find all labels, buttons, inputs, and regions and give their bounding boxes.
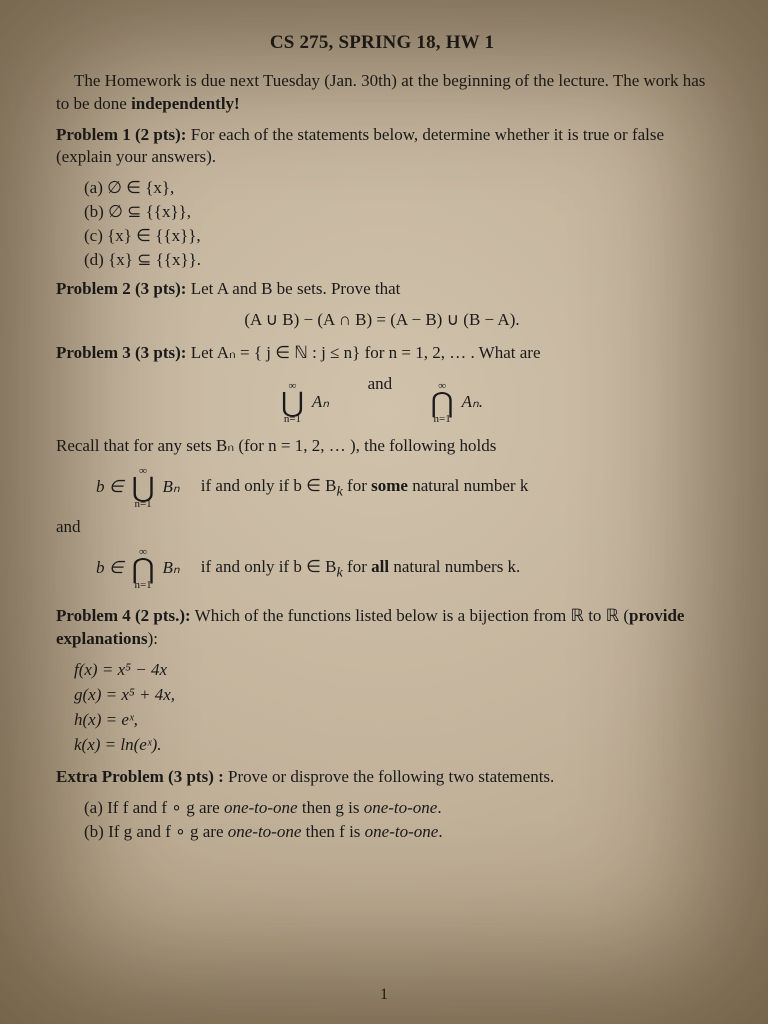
extra-a-end: . [437,798,441,817]
b-in-1: b ∈ [96,476,124,499]
b-in-2: b ∈ [96,557,124,580]
big-union-icon-2: ∞ ⋃ n=1 [132,466,155,510]
extra-a-mid: then g is [298,798,364,817]
problem-1-heading: Problem 1 (2 pts): [56,125,186,144]
op-lower: n=1 [281,414,304,425]
extra-b-pre: (b) If g and f ∘ g are [84,822,228,841]
extra-body: Prove or disprove the following two stat… [224,767,555,786]
problem-2-equation: (A ∪ B) − (A ∩ B) = (A − B) ∪ (B − A). [56,309,708,332]
problem-4-functions: f(x) = x⁵ − 4x g(x) = x⁵ + 4x, h(x) = eˣ… [56,659,708,757]
inter-tail-c: natural numbers k. [389,557,520,576]
problem-1-item-c: (c) {x} ∈ {{x}}, [84,225,708,248]
op-lower-2: n=1 [431,414,454,425]
problem-2-body: Let A and B be sets. Prove that [186,279,400,298]
problem-2-heading: Problem 2 (3 pts): [56,279,186,298]
inter-rhs-2: Bₙ [163,557,180,580]
problem-1-items: (a) ∅ ∈ {x}, (b) ∅ ⊆ {{x}}, (c) {x} ∈ {{… [84,177,708,272]
union-rhs-2: Bₙ [163,476,180,499]
extra-a-i2: one-to-one [364,798,438,817]
extra-item-b: (b) If g and f ∘ g are one-to-one then f… [84,821,708,844]
problem-1-item-a: (a) ∅ ∈ {x}, [84,177,708,200]
union-tail-b: for [343,476,371,495]
big-union-icon: ∞ ⋃ n=1 [281,381,304,425]
inter-tail-b: for [343,557,371,576]
extra-heading: Extra Problem (3 pts) : [56,767,224,786]
op-lower-4: n=1 [132,580,155,591]
page-number: 1 [0,984,768,1006]
fn-k: k(x) = ln(eˣ). [74,734,708,757]
problem-4-body-b: ): [148,629,158,648]
problem-3-recall: Recall that for any sets Bₙ (for n = 1, … [56,435,708,458]
problem-3: Problem 3 (3 pts): Let Aₙ = { j ∈ ℕ : j … [56,342,708,365]
page-title: CS 275, SPRING 18, HW 1 [56,30,708,56]
extra-a-i1: one-to-one [224,798,298,817]
problem-3-body: Let Aₙ = { j ∈ ℕ : j ≤ n} for n = 1, 2, … [186,343,540,362]
union-tail-c: natural number k [408,476,528,495]
and-word: and [368,374,393,393]
inter-rhs: Aₙ. [462,391,483,414]
problem-3-ops: ∞ ⋃ n=1 Aₙ and ∞ ⋂ n=1 Aₙ. [56,373,708,425]
union-some: some [371,476,408,495]
problem-4-body-a: Which of the functions listed below is a… [191,606,629,625]
intro-bold: independently! [131,94,240,113]
inter-all: all [371,557,389,576]
big-intersection-icon-2: ∞ ⋂ n=1 [132,547,155,591]
problem-3-heading: Problem 3 (3 pts): [56,343,186,362]
problem-3-and: and [56,516,708,539]
intro-paragraph: The Homework is due next Tuesday (Jan. 3… [56,70,708,116]
problem-3-inter-line: b ∈ ∞ ⋂ n=1 Bₙ if and only if b ∈ Bk for… [96,547,708,591]
fn-g: g(x) = x⁵ + 4x, [74,684,708,707]
extra-items: (a) If f and f ∘ g are one-to-one then g… [84,797,708,844]
extra-item-a: (a) If f and f ∘ g are one-to-one then g… [84,797,708,820]
fn-f: f(x) = x⁵ − 4x [74,659,708,682]
problem-1-item-b: (b) ∅ ⊆ {{x}}, [84,201,708,224]
fn-h: h(x) = eˣ, [74,709,708,732]
big-intersection-icon: ∞ ⋂ n=1 [431,381,454,425]
problem-2: Problem 2 (3 pts): Let A and B be sets. … [56,278,708,301]
inter-tail-a: if and only if b ∈ B [201,557,337,576]
extra-a-pre: (a) If f and f ∘ g are [84,798,224,817]
extra-b-i2: one-to-one [365,822,439,841]
extra-problem: Extra Problem (3 pts) : Prove or disprov… [56,766,708,789]
op-lower-3: n=1 [132,499,155,510]
homework-page: CS 275, SPRING 18, HW 1 The Homework is … [0,0,768,1024]
extra-b-mid: then f is [301,822,364,841]
problem-4-heading: Problem 4 (2 pts.): [56,606,191,625]
union-tail-a: if and only if b ∈ B [201,476,337,495]
problem-4: Problem 4 (2 pts.): Which of the functio… [56,605,708,651]
extra-b-end: . [438,822,442,841]
problem-3-union-line: b ∈ ∞ ⋃ n=1 Bₙ if and only if b ∈ Bk for… [96,466,708,510]
problem-1: Problem 1 (2 pts): For each of the state… [56,124,708,170]
extra-b-i1: one-to-one [228,822,302,841]
problem-1-item-d: (d) {x} ⊆ {{x}}. [84,249,708,272]
union-rhs: Aₙ [312,391,329,414]
